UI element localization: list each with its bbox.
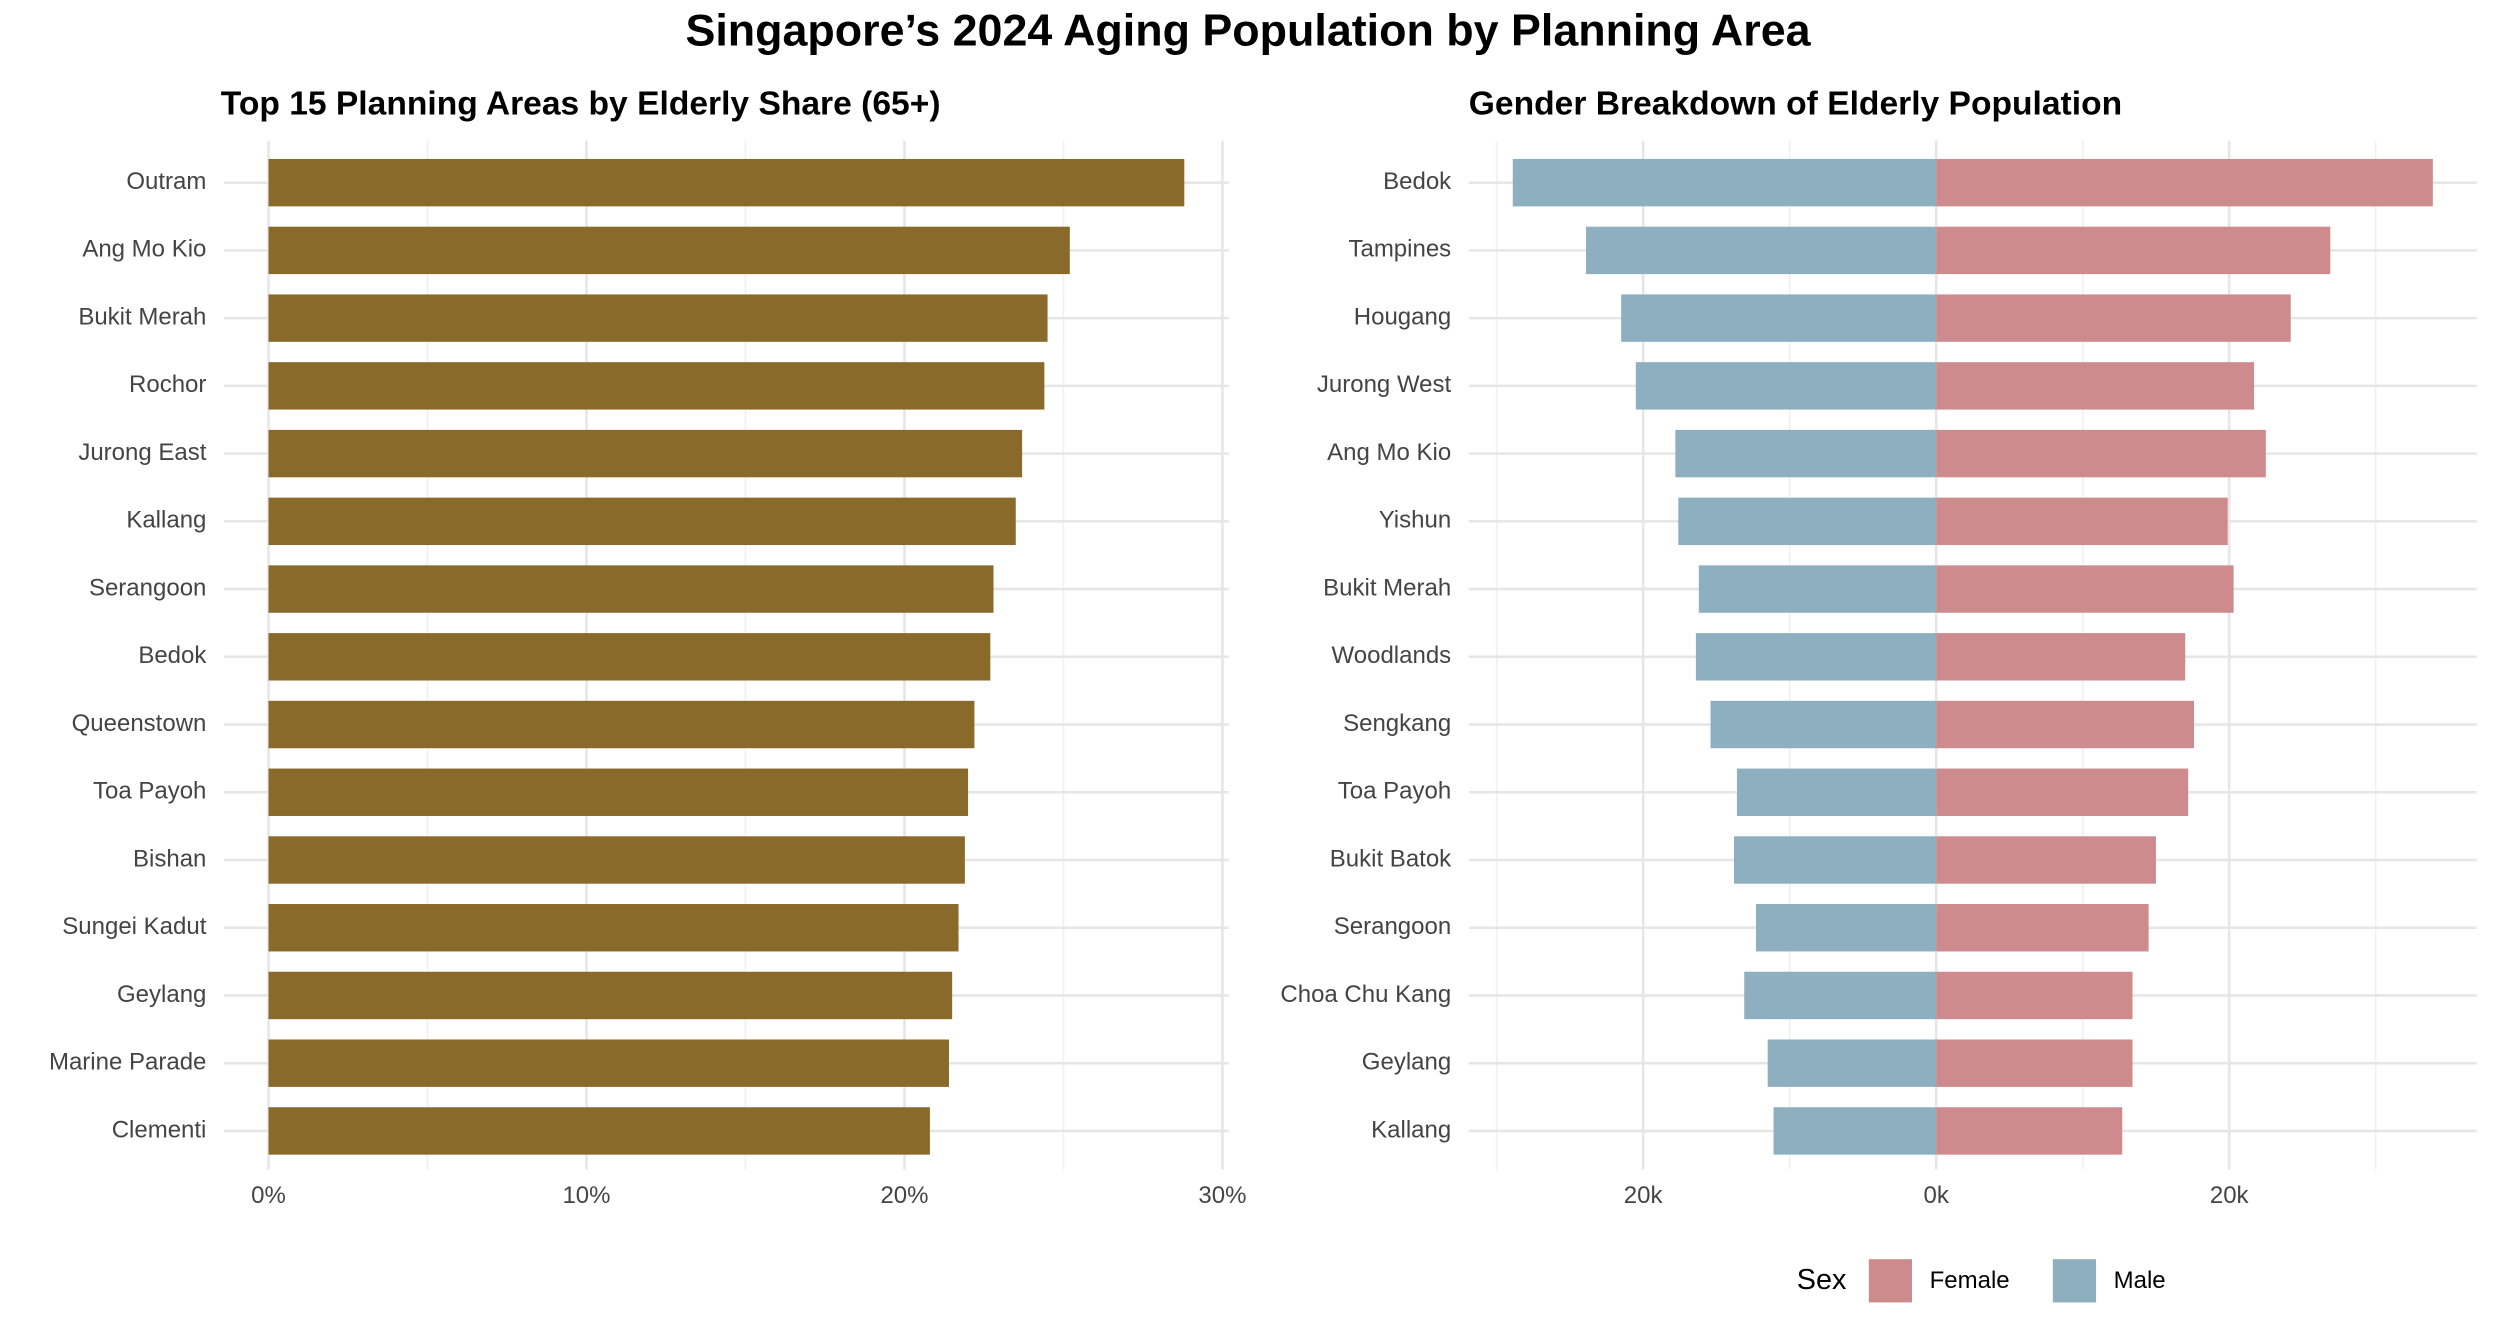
x-tick-label: 0k	[1923, 1182, 1949, 1209]
bar	[268, 158, 1185, 207]
y-tick-label: Kallang	[1371, 1116, 1451, 1143]
y-tick-label: Jurong East	[78, 439, 206, 466]
x-tick-label: 0%	[251, 1182, 286, 1209]
y-tick-label: Jurong West	[1317, 371, 1452, 398]
bar	[268, 565, 994, 613]
bar	[268, 226, 1070, 275]
bar	[1512, 158, 1937, 207]
y-tick-label: Yishun	[1379, 507, 1452, 534]
y-tick-label: Queenstown	[72, 710, 207, 737]
bar	[1936, 836, 2156, 884]
bar	[1936, 971, 2133, 1020]
y-tick-label: Ang Mo Kio	[82, 236, 206, 263]
bar	[268, 633, 991, 681]
bar	[1733, 836, 1937, 884]
bar	[1936, 565, 2234, 613]
bar	[268, 904, 959, 952]
bar	[1755, 904, 1937, 952]
bar	[268, 1039, 949, 1087]
y-tick-label: Choa Chu Kang	[1280, 981, 1451, 1008]
y-tick-label: Kallang	[126, 507, 206, 534]
bar	[1936, 497, 2228, 546]
y-tick-label: Bukit Merah	[78, 303, 206, 330]
bar	[1695, 633, 1937, 681]
bar	[1710, 700, 1937, 749]
bar	[1773, 1107, 1937, 1155]
panel-title: Top 15 Planning Areas by Elderly Share (…	[221, 85, 941, 122]
y-tick-label: Ang Mo Kio	[1327, 439, 1451, 466]
bar	[1678, 497, 1937, 546]
y-tick-label: Tampines	[1348, 236, 1451, 263]
bar	[1936, 904, 2149, 952]
bar	[268, 836, 965, 884]
y-tick-label: Woodlands	[1332, 642, 1452, 669]
bar	[268, 294, 1048, 342]
bar	[268, 1107, 930, 1155]
y-tick-label: Clementi	[112, 1116, 207, 1143]
bar	[268, 768, 969, 816]
y-tick-label: Rochor	[129, 371, 206, 398]
y-tick-label: Marine Parade	[49, 1049, 206, 1076]
legend-swatch	[1868, 1259, 1912, 1303]
bar	[1698, 565, 1937, 613]
bar	[1936, 294, 2291, 342]
legend-title: Sex	[1797, 1264, 1847, 1296]
bar	[1621, 294, 1937, 342]
bar	[1586, 226, 1937, 275]
bar	[268, 429, 1023, 478]
legend-label: Male	[2114, 1267, 2166, 1294]
y-tick-label: Sungei Kadut	[62, 913, 206, 940]
x-tick-label: 30%	[1198, 1182, 1246, 1209]
y-tick-label: Geylang	[1362, 1049, 1451, 1076]
bar	[1936, 768, 2189, 816]
x-tick-label: 20%	[880, 1182, 928, 1209]
bar	[1635, 362, 1937, 410]
y-tick-label: Toa Payoh	[93, 778, 206, 805]
bar	[1936, 700, 2195, 749]
bar	[1936, 226, 2331, 275]
x-tick-label: 20k	[1624, 1182, 1664, 1209]
legend-swatch	[2052, 1259, 2097, 1303]
y-tick-label: Bedok	[138, 642, 207, 669]
bar	[1936, 429, 2266, 478]
bar	[1936, 362, 2255, 410]
bar	[268, 362, 1045, 410]
bar	[1744, 971, 1937, 1020]
panel-title: Gender Breakdown of Elderly Population	[1469, 85, 2122, 122]
y-tick-label: Toa Payoh	[1338, 778, 1451, 805]
y-tick-label: Bukit Batok	[1330, 845, 1452, 872]
bar	[1936, 633, 2186, 681]
y-tick-label: Serangoon	[89, 574, 206, 601]
x-tick-label: 10%	[562, 1182, 610, 1209]
bar	[1736, 768, 1937, 816]
bar	[1767, 1039, 1937, 1087]
legend-label: Female	[1930, 1267, 2010, 1294]
y-tick-label: Bishan	[133, 845, 206, 872]
bar	[1936, 1107, 2123, 1155]
y-tick-label: Bukit Merah	[1323, 574, 1451, 601]
x-tick-label: 20k	[2210, 1182, 2250, 1209]
bar	[268, 497, 1016, 546]
y-tick-label: Hougang	[1354, 303, 1451, 330]
bar	[1936, 1039, 2133, 1087]
bar	[268, 971, 953, 1020]
y-tick-label: Geylang	[117, 981, 206, 1008]
bar	[268, 700, 975, 749]
y-tick-label: Bedok	[1383, 168, 1452, 195]
y-tick-label: Serangoon	[1334, 913, 1451, 940]
y-tick-label: Outram	[126, 168, 206, 195]
y-tick-label: Sengkang	[1343, 710, 1451, 737]
bar	[1936, 158, 2433, 207]
bar	[1675, 429, 1937, 478]
chart-title: Singapore’s 2024 Aging Population by Pla…	[685, 5, 1811, 55]
